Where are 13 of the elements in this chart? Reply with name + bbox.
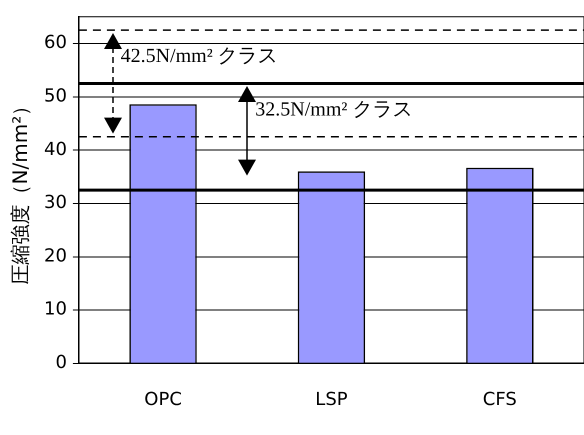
- y-tick-label: 30: [44, 192, 67, 214]
- x-tick-label: CFS: [482, 388, 517, 410]
- y-tick-label: 20: [44, 245, 67, 266]
- y-tick-label: 40: [44, 138, 67, 160]
- y-tick-label: 0: [55, 352, 67, 374]
- y-tick-label: 60: [44, 32, 67, 54]
- annotation: 32.5N/mm² クラス: [255, 98, 412, 120]
- y-axis-title: 圧縮強度（N/mm²）: [8, 96, 32, 284]
- y-tick-label: 50: [44, 85, 67, 106]
- annotation: 42.5N/mm² クラス: [120, 45, 278, 68]
- y-tick-label: 10: [44, 298, 67, 320]
- x-tick-label: LSP: [315, 388, 348, 410]
- x-tick-label: OPC: [144, 388, 182, 410]
